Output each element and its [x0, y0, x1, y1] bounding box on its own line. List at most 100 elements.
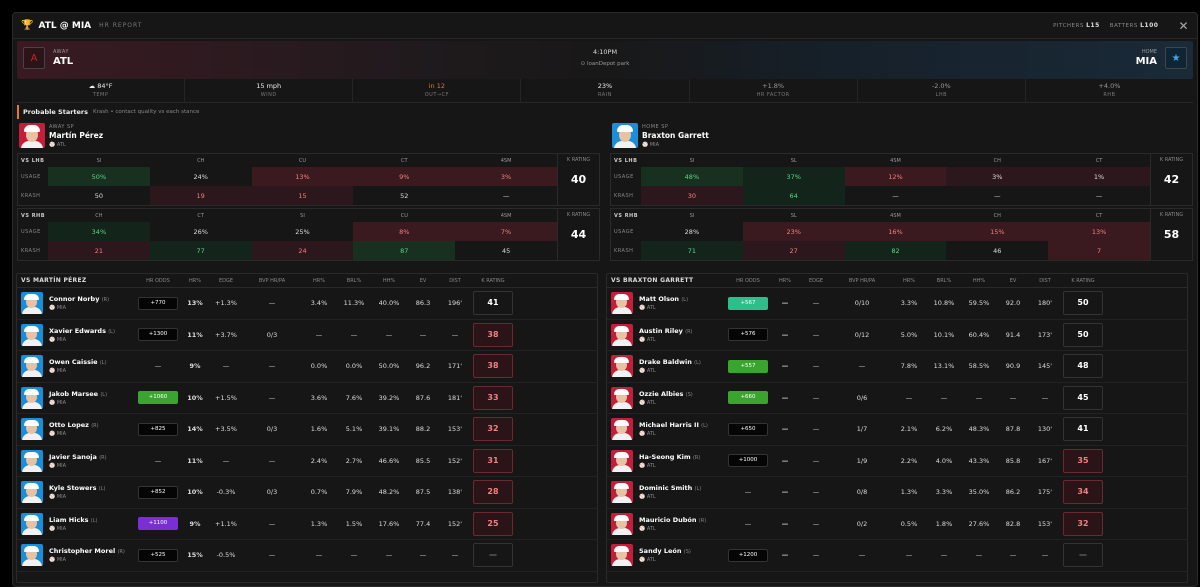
weather-stats: ☁ 84°F TEMP 15 mph WIND in 12 OUT→CF 23% RAI…	[17, 79, 1193, 103]
column-header[interactable]: BVP HR/PA	[258, 277, 286, 284]
column-header[interactable]: HR%	[903, 277, 915, 284]
column-header[interactable]: HH%	[972, 277, 986, 284]
column-header[interactable]: EDGE	[218, 277, 234, 284]
krash-cell: 24	[251, 241, 354, 260]
location-pin-icon: ⊙	[580, 61, 587, 67]
table-row[interactable]: Liam Hicks (L) ⚾ MIA +1100 9% +1.1% — 1.3…	[17, 509, 597, 540]
k-rating-box: 25	[473, 511, 513, 536]
odds-badge[interactable]: +852	[138, 485, 178, 499]
table-row[interactable]: Xavier Edwards (L) ⚾ MIA +1300 11% +3.7% …	[17, 320, 597, 351]
column-header[interactable]: K RATING	[481, 277, 505, 284]
left-batter-table: VS MARTÍN PÉREZ HR ODDS HR% EDGE BVP HR/PA HR…	[16, 273, 598, 583]
game-title: ATL @ MIA	[38, 20, 92, 31]
column-header[interactable]: HR%	[313, 277, 325, 284]
pitch-type: CT	[197, 212, 204, 219]
stat-wind: 15 mph WIND	[185, 79, 354, 102]
team-icon: ⚾	[49, 142, 57, 148]
odds-badge[interactable]: +567	[728, 296, 768, 310]
team-icon: ⚾	[49, 494, 57, 501]
pitch-type: SI	[689, 157, 695, 164]
odds-badge[interactable]: +1300	[138, 328, 178, 342]
odds-badge[interactable]: +1000	[728, 454, 768, 468]
team-icon: ⚾	[49, 368, 57, 375]
cloud-icon: ☁	[88, 82, 98, 90]
table-row[interactable]: Connor Norby (R) ⚾ MIA +770 13% +1.3% — 3…	[17, 288, 597, 320]
team-icon: ⚾	[639, 399, 647, 406]
odds-badge[interactable]: +660	[728, 391, 768, 405]
odds-badge[interactable]: +525	[138, 548, 178, 562]
odds-badge[interactable]: +576	[728, 328, 768, 342]
player-headshot	[611, 418, 633, 441]
lhb-splits-grid: VS LHB SI CH CU CT 4SM USAGE 50% 24% 13% 9% 3% KRASH…	[17, 153, 600, 206]
away-pitcher-panel: AWAY SP Martín Pérez ⚾ ATL VS LHB SI CH CU CT…	[17, 121, 600, 261]
table-row[interactable]: Sandy León (S) ⚾ ATL +1200 — — — — — — — …	[607, 540, 1187, 572]
pitcher-name: Martín Pérez	[49, 131, 104, 140]
player-headshot	[21, 512, 43, 535]
player-headshot	[611, 481, 633, 504]
close-icon[interactable]: ✕	[1178, 18, 1189, 33]
team-icon: ⚾	[639, 494, 647, 501]
column-header[interactable]: BRL%	[936, 277, 952, 284]
table-row[interactable]: Ha-Seong Kim (R) ⚾ ATL +1000 — — 1/9 2.2%…	[607, 446, 1187, 477]
column-header[interactable]: DIST	[449, 277, 461, 284]
odds-badge[interactable]: +650	[728, 422, 768, 436]
table-row[interactable]: Kyle Stowers (L) ⚾ MIA +852 10% -0.3% 0/3…	[17, 477, 597, 509]
report-subtitle: HR REPORT	[99, 22, 143, 29]
usage-cell: 48%	[641, 167, 743, 186]
column-header[interactable]: BRL%	[346, 277, 362, 284]
away-team: ATL	[53, 56, 74, 67]
team-icon: ⚾	[639, 336, 647, 343]
batter-name: Connor Norby (R)	[49, 295, 110, 304]
team-icon: ⚾	[639, 305, 647, 312]
odds-badge[interactable]: +1100	[138, 517, 178, 531]
k-rating-box: 33	[473, 385, 513, 410]
home-team: MIA	[1135, 56, 1157, 67]
column-header[interactable]: EV	[419, 277, 427, 284]
stat-lhb: -2.0% LHB	[858, 79, 1026, 102]
team-icon: ⚾	[639, 431, 647, 438]
pitch-type: CT	[1095, 212, 1103, 219]
pitch-type: CT	[401, 157, 408, 164]
team-icon: ⚾	[639, 557, 647, 564]
rhb-splits-grid: VS RHB SI SL 4SM CH CT USAGE 28% 23% 16% 15% 13% KRA…	[610, 208, 1193, 261]
pitcher-card: HOME SP Braxton Garrett ⚾ MIA	[610, 121, 1193, 151]
k-rating-box: 41	[1063, 417, 1103, 442]
column-header[interactable]: HR%	[189, 277, 201, 284]
usage-cell: 9%	[353, 167, 456, 186]
column-header[interactable]: HR%	[779, 277, 791, 284]
column-header[interactable]: HH%	[382, 277, 396, 284]
odds-badge[interactable]: +825	[138, 422, 178, 436]
table-row[interactable]: Michael Harris II (L) ⚾ ATL +650 — — 1/7 …	[607, 414, 1187, 446]
pitchers-filter[interactable]: PITCHERS L15	[1053, 22, 1100, 29]
column-header[interactable]: HR ODDS	[736, 277, 760, 284]
column-header[interactable]: K RATING	[1071, 277, 1095, 284]
team-icon: ⚾	[639, 525, 647, 532]
k-rating-box: 38	[473, 322, 513, 347]
player-headshot	[21, 292, 43, 315]
table-row[interactable]: Owen Caissie (L) ⚾ MIA — 9% — — 0.0% 0.0%…	[17, 351, 597, 383]
column-header[interactable]: DIST	[1039, 277, 1051, 284]
odds-badge[interactable]: +557	[728, 359, 768, 373]
team-icon: ⚾	[49, 557, 57, 564]
table-row[interactable]: Drake Baldwin (L) ⚾ ATL +557 — — — 7.8% 1…	[607, 351, 1187, 383]
table-row[interactable]: Matt Olson (L) ⚾ ATL +567 — — 0/10 3.3% 1…	[607, 288, 1187, 320]
table-row[interactable]: Otto Lopez (R) ⚾ MIA +825 14% +3.5% 0/3 1…	[17, 414, 597, 446]
table-row[interactable]: Dominic Smith (L) ⚾ ATL — — — 0/8 1.3% 3.…	[607, 477, 1187, 509]
batters-filter[interactable]: BATTERS L100	[1109, 22, 1159, 29]
odds-badge[interactable]: +770	[138, 296, 178, 310]
odds-badge[interactable]: +1060	[138, 391, 178, 405]
column-header[interactable]: BVP HR/PA	[848, 277, 876, 284]
probable-starters-header: Probable Starters Krash • contact qualit…	[17, 105, 1193, 119]
table-row[interactable]: Christopher Morel (R) ⚾ MIA +525 15% -0.5…	[17, 540, 597, 572]
krash-cell: 15	[251, 186, 354, 205]
table-row[interactable]: Ozzie Albies (S) ⚾ ATL +660 — — 0/6 — — —…	[607, 383, 1187, 414]
odds-badge[interactable]: +1200	[728, 548, 768, 562]
column-header[interactable]: EDGE	[808, 277, 824, 284]
column-header[interactable]: HR ODDS	[146, 277, 170, 284]
usage-cell: 50%	[48, 167, 150, 186]
table-row[interactable]: Jakob Marsee (L) ⚾ MIA +1060 10% +1.5% — …	[17, 383, 597, 414]
table-row[interactable]: Javier Sanoja (R) ⚾ MIA — 11% — — 2.4% 2.…	[17, 446, 597, 477]
column-header[interactable]: EV	[1009, 277, 1017, 284]
table-row[interactable]: Mauricio Dubón (R) ⚾ ATL — — — 0/2 0.5% 1…	[607, 509, 1187, 540]
table-row[interactable]: Austin Riley (R) ⚾ ATL +576 — — 0/12 5.0%…	[607, 320, 1187, 351]
